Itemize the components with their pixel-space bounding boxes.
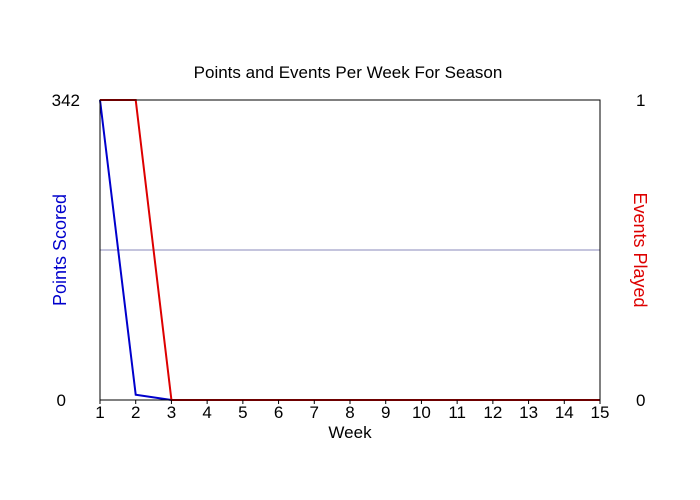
x-tick-label: 1: [95, 403, 104, 422]
x-tick-label: 14: [555, 403, 574, 422]
chart-title: Points and Events Per Week For Season: [194, 63, 503, 82]
x-tick-label: 13: [519, 403, 538, 422]
x-tick-label: 5: [238, 403, 247, 422]
y-axis-right-bottom-tick: 0: [636, 391, 645, 410]
y-axis-left-top-tick: 342: [52, 91, 80, 110]
y-axis-right-top-tick: 1: [636, 91, 645, 110]
y-axis-right-label: Events Played: [630, 192, 650, 307]
y-axis-left-label: Points Scored: [50, 194, 70, 306]
x-tick-label: 9: [381, 403, 390, 422]
x-tick-label: 4: [202, 403, 211, 422]
plot-area: [99, 99, 600, 401]
y-axis-left-bottom-tick: 0: [57, 391, 66, 410]
x-tick-label: 7: [310, 403, 319, 422]
x-tick-label: 12: [483, 403, 502, 422]
x-tick-label: 11: [448, 403, 466, 422]
x-axis-label: Week: [328, 423, 372, 442]
x-axis-ticks: 1 2 3 4 5 6 7 8 9 10 11 12 13 14 15: [95, 400, 609, 422]
x-tick-label: 15: [591, 403, 610, 422]
x-tick-label: 10: [412, 403, 431, 422]
x-tick-label: 2: [131, 403, 140, 422]
x-tick-label: 3: [167, 403, 176, 422]
x-tick-label: 8: [345, 403, 354, 422]
x-tick-label: 6: [274, 403, 283, 422]
